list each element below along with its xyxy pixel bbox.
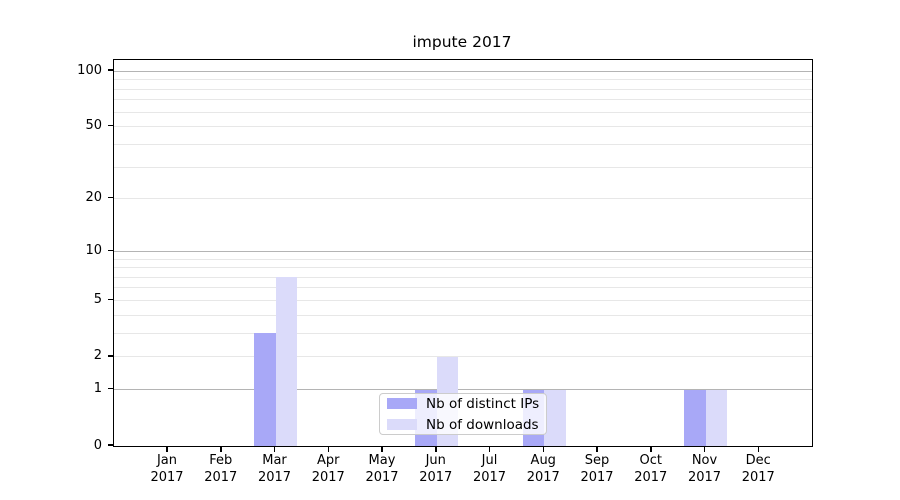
gridline-minor: [114, 267, 812, 269]
y-tick-mark: [108, 355, 113, 357]
legend-entry-downloads: Nb of downloads: [387, 417, 539, 433]
x-tick-label-oct: Oct 2017: [634, 453, 668, 485]
x-tick-label-may: May 2017: [365, 453, 399, 485]
y-tick-mark: [108, 124, 113, 127]
y-tick-label: 1: [93, 381, 102, 397]
legend-swatch-distinct-ips: [387, 398, 417, 409]
gridline-minor: [114, 356, 812, 358]
bar-distinct-ips-mar: [254, 333, 276, 446]
x-tick-label-nov: Nov 2017: [687, 453, 722, 485]
gridline-minor: [114, 79, 812, 81]
y-tick-label: 10: [85, 242, 102, 258]
legend-entry-distinct-ips: Nb of distinct IPs: [387, 396, 539, 412]
y-tick-mark: [108, 196, 113, 199]
plot-area: Nb of distinct IPs Nb of downloads: [113, 59, 813, 447]
gridline-minor: [114, 143, 812, 145]
y-tick-label: 5: [93, 291, 102, 307]
bar-downloads-aug: [544, 389, 566, 446]
x-tick-mark: [757, 446, 759, 452]
gridline-minor: [114, 299, 812, 301]
x-tick-mark: [435, 446, 437, 452]
x-tick-mark: [166, 446, 168, 452]
x-tick-mark: [220, 446, 222, 452]
bar-downloads-nov: [705, 389, 727, 446]
y-tick-label: 0: [93, 437, 102, 453]
y-tick-mark: [108, 444, 113, 446]
x-tick-mark: [488, 446, 491, 452]
x-tick-label-sep: Sep 2017: [580, 453, 614, 485]
legend-swatch-downloads: [387, 419, 417, 430]
x-tick-mark: [542, 446, 544, 452]
x-tick-mark: [273, 446, 276, 452]
y-tick-mark: [108, 298, 113, 301]
gridline-major: [114, 70, 812, 72]
legend-label-distinct-ips: Nb of distinct IPs: [426, 395, 540, 412]
gridline-major: [114, 250, 812, 252]
x-tick-label-jul: Jul 2017: [472, 453, 507, 485]
gridline-minor: [114, 258, 812, 260]
gridline-minor: [114, 332, 812, 334]
bar-downloads-mar: [275, 277, 297, 446]
y-tick-mark: [108, 387, 113, 390]
gridline-major: [114, 389, 812, 391]
chart-title: impute 2017: [412, 33, 512, 51]
y-tick-label: 20: [85, 190, 102, 206]
y-tick-mark: [108, 249, 113, 251]
gridline-minor: [114, 166, 812, 168]
gridline-minor: [114, 314, 812, 316]
bar-distinct-ips-nov: [684, 389, 706, 446]
x-tick-mark: [703, 446, 706, 452]
legend: Nb of distinct IPs Nb of downloads: [379, 393, 547, 435]
x-tick-label-aug: Aug 2017: [526, 453, 560, 485]
y-tick-label: 50: [85, 118, 102, 134]
x-tick-label-dec: Dec 2017: [741, 453, 775, 485]
x-tick-label-apr: Apr 2017: [311, 453, 345, 485]
x-tick-label-jun: Jun 2017: [419, 453, 453, 485]
y-tick-label: 2: [93, 348, 102, 364]
gridline-minor: [114, 287, 812, 289]
gridline-minor: [114, 276, 812, 278]
gridline-minor: [114, 111, 812, 113]
x-tick-label-feb: Feb 2017: [204, 453, 238, 485]
x-tick-mark: [327, 446, 329, 452]
y-tick-label: 100: [77, 62, 102, 78]
x-tick-mark: [596, 446, 598, 452]
x-tick-mark: [381, 446, 383, 452]
legend-label-downloads: Nb of downloads: [426, 416, 539, 433]
gridline-minor: [114, 198, 812, 200]
x-tick-label-mar: Mar 2017: [257, 453, 292, 485]
gridline-minor: [114, 99, 812, 101]
y-tick-mark: [108, 69, 113, 71]
x-tick-label-jan: Jan 2017: [150, 453, 184, 485]
gridline-minor: [114, 88, 812, 90]
x-tick-mark: [650, 446, 652, 452]
gridline-minor: [114, 126, 812, 128]
